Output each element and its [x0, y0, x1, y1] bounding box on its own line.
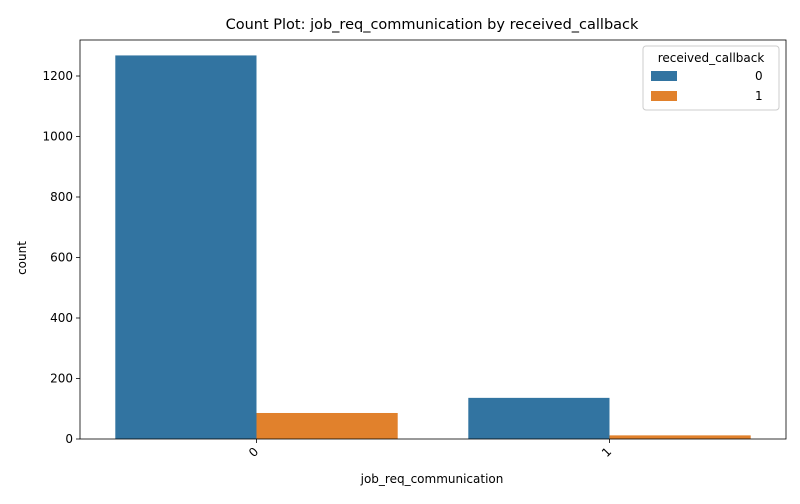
plot-frame: [79, 39, 787, 440]
legend-label-1: 1: [755, 89, 763, 103]
legend-swatch-0: [651, 71, 677, 81]
x-tick-label: 1: [599, 445, 614, 460]
x-tick-label: 0: [246, 445, 261, 460]
y-tick-label: 1200: [42, 69, 73, 83]
y-axis-label: count: [15, 241, 29, 275]
y-tick-label: 800: [50, 190, 73, 204]
y-tick-label: 600: [50, 250, 73, 264]
legend-title: received_callback: [658, 51, 765, 65]
bar-0-series-0: [115, 55, 257, 439]
y-tick-label: 400: [50, 311, 73, 325]
bar-0-series-1: [256, 412, 398, 439]
x-axis-label: job_req_communication: [360, 472, 504, 486]
legend: received_callback 0 1: [642, 45, 780, 111]
bar-1-series-1: [609, 435, 751, 439]
y-tick-label: 200: [50, 371, 73, 385]
bar-1-series-0: [468, 397, 610, 439]
legend-label-0: 0: [755, 69, 763, 83]
legend-swatch-1: [651, 91, 677, 101]
y-tick-label: 0: [65, 432, 73, 446]
chart-title: Count Plot: job_req_communication by rec…: [226, 17, 639, 33]
y-tick-label: 1000: [42, 129, 73, 143]
plot-area: 0 200 400 600 800 1000 1200 0 1: [42, 39, 787, 460]
